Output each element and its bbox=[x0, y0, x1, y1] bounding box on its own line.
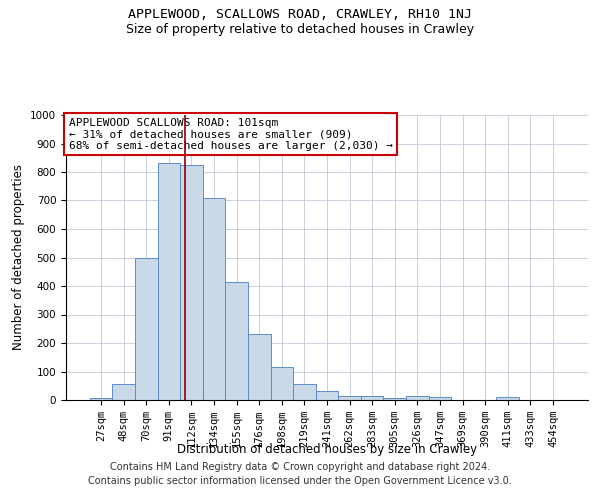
Bar bbox=[112, 384, 135, 400]
Text: Contains public sector information licensed under the Open Government Licence v3: Contains public sector information licen… bbox=[88, 476, 512, 486]
Text: APPLEWOOD SCALLOWS ROAD: 101sqm
← 31% of detached houses are smaller (909)
68% o: APPLEWOOD SCALLOWS ROAD: 101sqm ← 31% of… bbox=[68, 118, 392, 151]
Bar bbox=[428, 398, 451, 400]
Bar bbox=[226, 282, 248, 400]
Bar bbox=[203, 198, 226, 400]
Bar bbox=[361, 396, 383, 400]
Bar bbox=[271, 367, 293, 400]
Text: Contains HM Land Registry data © Crown copyright and database right 2024.: Contains HM Land Registry data © Crown c… bbox=[110, 462, 490, 472]
Bar bbox=[158, 164, 180, 400]
Bar bbox=[90, 398, 112, 400]
Y-axis label: Number of detached properties: Number of detached properties bbox=[11, 164, 25, 350]
Bar bbox=[135, 258, 158, 400]
Bar bbox=[180, 165, 203, 400]
Bar bbox=[496, 397, 519, 400]
Bar bbox=[406, 396, 428, 400]
Text: Size of property relative to detached houses in Crawley: Size of property relative to detached ho… bbox=[126, 22, 474, 36]
Text: APPLEWOOD, SCALLOWS ROAD, CRAWLEY, RH10 1NJ: APPLEWOOD, SCALLOWS ROAD, CRAWLEY, RH10 … bbox=[128, 8, 472, 20]
Bar bbox=[248, 334, 271, 400]
Text: Distribution of detached houses by size in Crawley: Distribution of detached houses by size … bbox=[177, 442, 477, 456]
Bar bbox=[383, 398, 406, 400]
Bar bbox=[293, 384, 316, 400]
Bar bbox=[316, 391, 338, 400]
Bar bbox=[338, 396, 361, 400]
